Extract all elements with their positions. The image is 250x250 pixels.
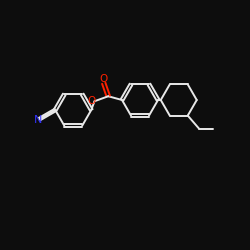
Text: N: N (34, 115, 42, 125)
Text: O: O (100, 74, 108, 84)
Text: O: O (87, 96, 95, 106)
